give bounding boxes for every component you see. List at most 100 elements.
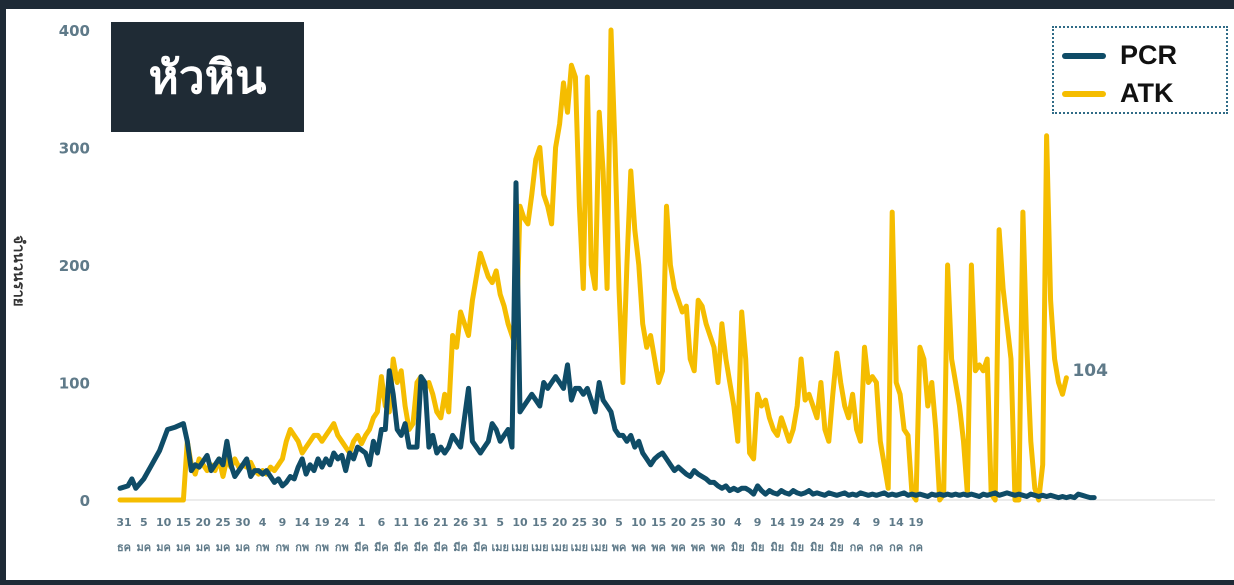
- x-tick-month: กค: [850, 541, 864, 554]
- x-tick-day: 9: [279, 516, 287, 529]
- x-tick-day: 25: [572, 516, 587, 529]
- x-tick-day: 6: [378, 516, 386, 529]
- x-tick-month: มีค: [394, 541, 409, 554]
- x-tick-day: 9: [754, 516, 762, 529]
- x-tick-day: 31: [116, 516, 131, 529]
- x-tick-month: มีค: [453, 541, 468, 554]
- x-tick-day: 25: [691, 516, 706, 529]
- x-tick-day: 19: [908, 516, 923, 529]
- x-tick-day: 24: [334, 516, 350, 529]
- x-tick-month: มค: [156, 541, 171, 554]
- x-tick-month: มค: [176, 541, 191, 554]
- chart-title-box: หัวหิน: [111, 22, 304, 132]
- legend-item-pcr: PCR: [1062, 40, 1177, 71]
- x-tick-day: 10: [512, 516, 528, 529]
- x-tick-month: พค: [711, 541, 726, 554]
- x-tick-month: มค: [216, 541, 231, 554]
- x-tick-day: 10: [156, 516, 172, 529]
- x-tick-month: กพ: [315, 541, 329, 554]
- legend-swatch-pcr: [1062, 52, 1106, 59]
- x-tick-day: 4: [853, 516, 861, 529]
- x-tick-month: มค: [196, 541, 211, 554]
- x-tick-day: 4: [734, 516, 742, 529]
- x-tick-month: เมย: [571, 541, 588, 554]
- y-tick-label: 400: [59, 22, 90, 40]
- x-tick-day: 4: [259, 516, 267, 529]
- legend-label-pcr: PCR: [1120, 40, 1178, 70]
- x-tick-month: พค: [651, 541, 666, 554]
- x-tick-day: 16: [413, 516, 429, 529]
- x-tick-month: มีค: [354, 541, 369, 554]
- x-tick-day: 1: [358, 516, 366, 529]
- x-tick-month: เมย: [511, 541, 528, 554]
- x-tick-month: พค: [612, 541, 627, 554]
- x-tick-month: เมย: [531, 541, 548, 554]
- x-tick-day: 20: [196, 516, 212, 529]
- annotations: 104: [1072, 361, 1108, 381]
- x-tick-day: 31: [473, 516, 488, 529]
- x-tick-month: กพ: [275, 541, 289, 554]
- x-tick-day: 21: [433, 516, 448, 529]
- x-tick-month: มิย: [731, 541, 745, 554]
- x-tick-day: 5: [496, 516, 504, 529]
- x-tick-month: กพ: [256, 541, 270, 554]
- series-lines: [117, 27, 1097, 503]
- x-tick-month: เมย: [491, 541, 508, 554]
- x-tick-month: กพ: [295, 541, 309, 554]
- x-tick-month: มค: [136, 541, 151, 554]
- x-tick-month: มิย: [810, 541, 824, 554]
- x-tick-month: มิย: [830, 541, 844, 554]
- chart-title: หัวหิน: [148, 49, 267, 104]
- legend-label-atk: ATK: [1120, 78, 1174, 108]
- x-tick-month: กค: [869, 541, 883, 554]
- legend: PCR ATK: [1052, 26, 1228, 114]
- x-tick-day: 5: [140, 516, 148, 529]
- x-tick-month: พค: [631, 541, 646, 554]
- x-tick-month: ธค: [117, 541, 131, 554]
- end-value-label: 104: [1072, 361, 1108, 381]
- x-tick-day: 30: [710, 516, 726, 529]
- x-tick-month: มิย: [751, 541, 765, 554]
- x-tick-month: พค: [671, 541, 686, 554]
- x-tick-day: 15: [532, 516, 547, 529]
- series-line-atk: [117, 27, 1069, 503]
- y-tick-label: 100: [59, 375, 90, 393]
- x-tick-day: 10: [631, 516, 647, 529]
- x-tick-month: กค: [889, 541, 903, 554]
- x-tick-month: มิย: [771, 541, 785, 554]
- x-tick-day: 15: [651, 516, 666, 529]
- x-tick-day: 5: [615, 516, 623, 529]
- x-tick-day: 19: [314, 516, 329, 529]
- x-tick-month: พค: [691, 541, 706, 554]
- series-line-pcr: [117, 180, 1097, 501]
- y-tick-label: 200: [59, 257, 90, 275]
- x-tick-month: เมย: [551, 541, 568, 554]
- y-axis: 0 100 200 300 400: [59, 22, 90, 510]
- x-tick-day: 26: [453, 516, 469, 529]
- x-tick-day: 15: [176, 516, 191, 529]
- y-axis-label: จำนวนราย: [10, 235, 28, 307]
- x-tick-day: 30: [235, 516, 251, 529]
- x-tick-month: กค: [909, 541, 923, 554]
- x-tick-month: มีค: [433, 541, 448, 554]
- y-tick-label: 300: [59, 140, 90, 158]
- x-tick-month: มีค: [473, 541, 488, 554]
- x-tick-day: 19: [790, 516, 805, 529]
- x-axis: 31ธค5มค10มค15มค20มค25มค30มค4กพ9กพ14กพ19ก…: [116, 516, 923, 554]
- x-tick-day: 14: [295, 516, 311, 529]
- x-tick-day: 30: [592, 516, 608, 529]
- x-tick-month: กพ: [335, 541, 349, 554]
- x-tick-day: 24: [809, 516, 825, 529]
- x-tick-day: 25: [215, 516, 230, 529]
- x-tick-month: มีค: [414, 541, 429, 554]
- x-tick-day: 14: [889, 516, 905, 529]
- x-tick-month: เมย: [590, 541, 607, 554]
- legend-item-atk: ATK: [1062, 78, 1174, 109]
- legend-swatch-atk: [1062, 90, 1106, 97]
- x-tick-month: มีค: [374, 541, 389, 554]
- x-tick-day: 11: [394, 516, 409, 529]
- x-tick-day: 14: [770, 516, 786, 529]
- x-tick-day: 20: [671, 516, 687, 529]
- y-tick-label: 0: [80, 492, 90, 510]
